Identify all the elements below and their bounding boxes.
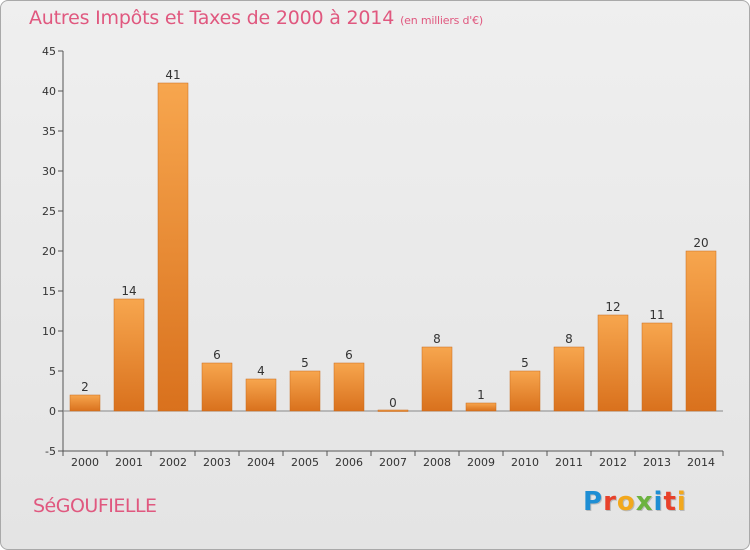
data-label-2014: 20 <box>693 236 708 250</box>
x-tick-label: 2013 <box>643 456 671 469</box>
y-tick-label: 35 <box>42 125 56 138</box>
x-tick-label: 2005 <box>291 456 319 469</box>
bar-2009 <box>465 402 497 412</box>
x-tick-label: 2010 <box>511 456 539 469</box>
data-label-2010: 5 <box>521 356 529 370</box>
logo-letter: o <box>616 487 636 517</box>
bar-2002 <box>157 82 189 412</box>
bar-2007 <box>377 409 409 412</box>
bar-2003 <box>201 362 233 412</box>
bar-layer <box>69 82 717 412</box>
logo-letter: i <box>653 487 664 517</box>
y-tick-label: 45 <box>42 45 56 58</box>
bar-2012 <box>597 314 629 412</box>
y-tick-label: 30 <box>42 165 56 178</box>
x-tick-label: 2006 <box>335 456 363 469</box>
data-label-2007: 0 <box>389 396 397 410</box>
data-label-2004: 4 <box>257 364 265 378</box>
x-tick-label: 2012 <box>599 456 627 469</box>
commune-name: SéGOUFIELLE <box>33 495 157 517</box>
bar-2001 <box>113 298 145 412</box>
x-tick-label: 2001 <box>115 456 143 469</box>
y-tick-label: 0 <box>49 405 56 418</box>
bar-2011 <box>553 346 585 412</box>
data-label-2001: 14 <box>121 284 136 298</box>
chart-subtitle: (en milliers d'€) <box>400 14 483 27</box>
bar-2014 <box>685 250 717 412</box>
data-label-2012: 12 <box>605 300 620 314</box>
bar-2010 <box>509 370 541 412</box>
logo-letter: r <box>603 487 617 517</box>
x-tick-label: 2000 <box>71 456 99 469</box>
data-label-2006: 6 <box>345 348 353 362</box>
x-tick-label: 2007 <box>379 456 407 469</box>
chart-title: Autres Impôts et Taxes de 2000 à 2014 (en… <box>29 7 483 29</box>
y-tick-label: -5 <box>45 445 56 458</box>
x-tick-label: 2004 <box>247 456 275 469</box>
x-tick-label: 2014 <box>687 456 715 469</box>
bar-2008 <box>421 346 453 412</box>
x-tick-label: 2002 <box>159 456 187 469</box>
data-label-2009: 1 <box>477 388 485 402</box>
logo-letter: x <box>635 487 654 517</box>
y-tick-label: 25 <box>42 205 56 218</box>
x-tick-label: 2011 <box>555 456 583 469</box>
x-tick-label: 2008 <box>423 456 451 469</box>
x-tick-label: 2009 <box>467 456 495 469</box>
bar-2005 <box>289 370 321 412</box>
bar-2004 <box>245 378 277 412</box>
y-tick-label: 40 <box>42 85 56 98</box>
data-label-2003: 6 <box>213 348 221 362</box>
data-label-2005: 5 <box>301 356 309 370</box>
label-layer: 2 14 41 6 4 5 6 0 8 1 5 8 12 11 20 <box>81 68 708 410</box>
y-tick-label: 5 <box>49 365 56 378</box>
bar-2000 <box>69 394 101 412</box>
proxiti-logo: Proxiti <box>583 487 687 517</box>
chart-title-text: Autres Impôts et Taxes de 2000 à 2014 <box>29 7 395 29</box>
logo-letter: i <box>676 487 687 517</box>
x-tick-label: 2003 <box>203 456 231 469</box>
y-tick-label: 15 <box>42 285 56 298</box>
logo-letter: P <box>583 487 604 517</box>
bar-2006 <box>333 362 365 412</box>
data-label-2008: 8 <box>433 332 441 346</box>
bar-2013 <box>641 322 673 412</box>
data-label-2011: 8 <box>565 332 573 346</box>
logo-letter: t <box>663 487 677 517</box>
y-tick-label: 10 <box>42 325 56 338</box>
data-label-2000: 2 <box>81 380 89 394</box>
data-label-2013: 11 <box>649 308 664 322</box>
data-label-2002: 41 <box>165 68 180 82</box>
y-tick-label: 20 <box>42 245 56 258</box>
